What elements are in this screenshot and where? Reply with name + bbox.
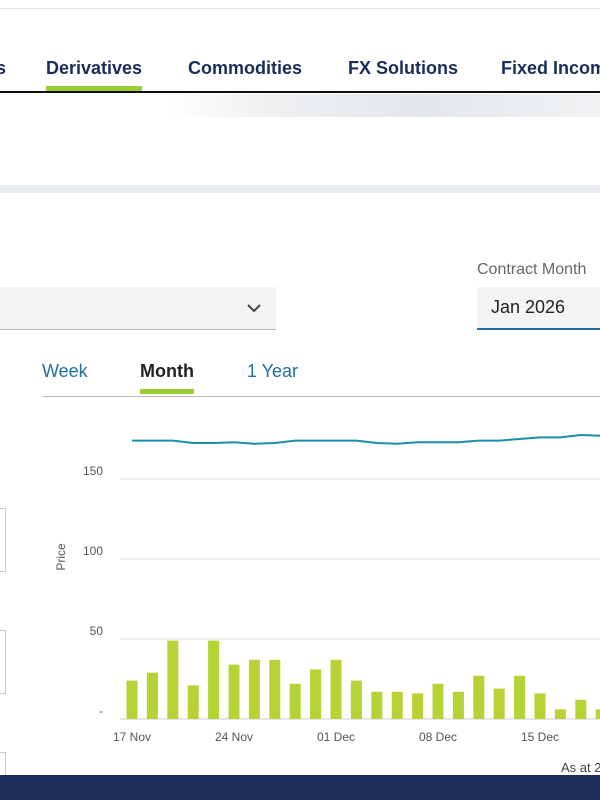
volume-bar — [534, 693, 546, 719]
volume-bar — [126, 680, 138, 719]
y-tick-label: - — [99, 704, 103, 718]
volume-bar — [330, 659, 342, 719]
volume-bar — [310, 669, 322, 719]
section-band — [0, 185, 600, 193]
volume-bar — [228, 664, 240, 719]
volume-bar — [289, 683, 301, 719]
y-tick-label: 100 — [83, 544, 103, 558]
banner-strip — [0, 94, 600, 117]
volume-bar — [391, 691, 403, 719]
price-line — [132, 433, 600, 445]
volume-bar — [412, 693, 424, 719]
volume-bar — [452, 691, 464, 719]
y-tick-label: 50 — [90, 624, 104, 638]
range-tab[interactable]: 1 Year — [247, 361, 299, 381]
nav-rule — [0, 91, 600, 93]
top-rule — [0, 8, 600, 9]
volume-bar — [167, 640, 179, 719]
volume-bar — [371, 691, 383, 719]
side-box — [0, 508, 6, 572]
volume-bar — [473, 675, 485, 719]
volume-bar — [146, 672, 158, 719]
nav-tab[interactable]: Commodities — [188, 58, 303, 78]
x-tick-label: 17 Nov — [113, 730, 151, 744]
y-tick-label: 150 — [83, 464, 103, 478]
chart: Price - 50 100 150 17 Nov 24 Nov 01 Dec 08 Dec 1… — [54, 433, 600, 744]
volume-bar — [187, 685, 199, 719]
volume-bar — [554, 709, 566, 719]
range-tab[interactable]: Month — [140, 361, 194, 394]
chevron — [247, 304, 261, 313]
nav-tab[interactable]: Fixed Income — [501, 58, 600, 78]
volume-bar — [493, 688, 505, 719]
nav-tab[interactable]: Derivatives — [46, 58, 143, 91]
volume-bar — [248, 659, 260, 719]
nav-tab[interactable]: s — [0, 58, 7, 78]
volume-bar — [350, 680, 362, 719]
y-axis-title: Price — [54, 543, 68, 571]
volume-bar — [595, 709, 600, 719]
month-input[interactable]: Jan 2026 — [477, 287, 600, 330]
range-tab[interactable]: Week — [42, 361, 88, 381]
dropdown[interactable] — [0, 287, 276, 330]
tabs-rule — [42, 396, 600, 397]
side-box — [0, 630, 6, 694]
volume-bar — [269, 659, 281, 719]
x-tick-label: 01 Dec — [317, 730, 355, 744]
field-label: Contract Month — [477, 261, 587, 278]
x-tick-label: 15 Dec — [521, 730, 559, 744]
volume-bar — [208, 640, 220, 719]
x-tick-label: 08 Dec — [419, 730, 457, 744]
volume-bar — [575, 699, 587, 719]
volume-bar — [432, 683, 444, 719]
footer-bar — [0, 775, 600, 800]
volume-bar — [514, 675, 526, 719]
x-tick-label: 24 Nov — [215, 730, 253, 744]
nav-tab[interactable]: FX Solutions — [348, 58, 458, 78]
as-at-note: As at 2 — [561, 760, 600, 775]
month-value: Jan 2026 — [491, 297, 566, 317]
